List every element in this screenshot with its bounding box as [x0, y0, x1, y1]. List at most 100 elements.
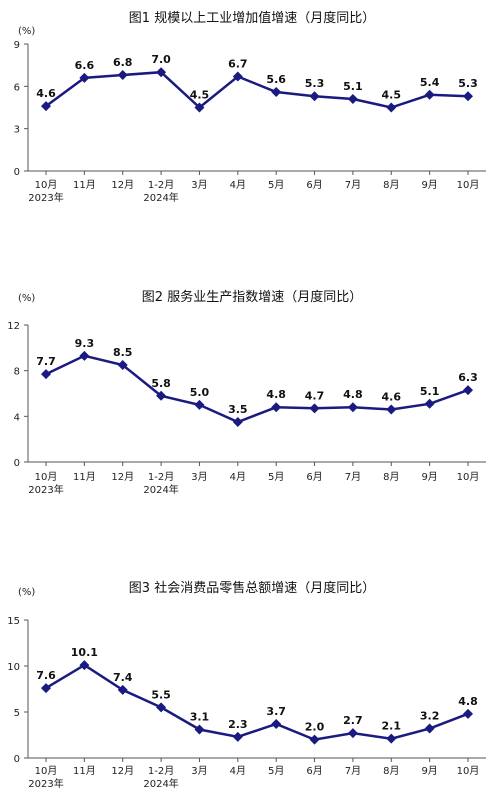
chart3-x-tick-label: 5月 — [268, 765, 284, 777]
chart1-y-tick-label: 3 — [14, 125, 20, 136]
chart2-data-label: 4.8 — [343, 388, 363, 401]
chart1-title: 图1 规模以上工业增加值增速（月度同比） — [129, 10, 375, 26]
chart3-data-label: 2.1 — [382, 720, 402, 733]
chart2-data-point — [271, 402, 282, 413]
chart3-data-label: 3.2 — [420, 710, 440, 723]
chart1-data-point — [463, 91, 473, 102]
chart3-data-label: 2.7 — [343, 714, 363, 727]
chart2-x-tick-label: 1-2月 — [148, 471, 174, 483]
chart3-y-tick-label: 5 — [14, 708, 20, 719]
chart1-data-label: 4.5 — [382, 89, 402, 102]
chart3-data-label: 4.8 — [458, 695, 478, 708]
chart2-data-label: 3.5 — [228, 403, 248, 416]
chart3-y-tick-label: 10 — [7, 662, 20, 673]
chart3-data-point — [194, 724, 205, 735]
chart2-x-tick-label: 7月 — [345, 471, 361, 483]
chart2-data-point — [79, 350, 90, 361]
chart1-x-tick-label: 11月 — [73, 179, 96, 191]
chart3-series-line — [45, 663, 469, 741]
chart2-data-label: 4.8 — [266, 388, 286, 401]
chart1: 图1 规模以上工业增加值增速（月度同比） (%) 0 3 6 9 10月 11月 12月 1-2月… — [14, 10, 486, 204]
chart2-y-tick-label: 12 — [7, 321, 20, 332]
chart2-year-label: 2024年 — [143, 483, 178, 496]
chart1-data-point — [156, 67, 167, 78]
chart2-data-label: 5.8 — [151, 377, 171, 390]
chart2-x-tick-label: 6月 — [306, 471, 322, 483]
chart1-x-tick-label: 4月 — [230, 179, 246, 191]
chart1-data-point — [117, 70, 128, 81]
chart1-data-label: 5.4 — [420, 76, 440, 89]
chart2-data-label: 4.6 — [382, 390, 402, 403]
chart2-x-tick-label: 11月 — [73, 471, 96, 483]
chart2-series-line — [45, 354, 469, 424]
chart1-data-point — [232, 71, 243, 82]
chart1-data-label: 7.0 — [151, 53, 171, 66]
chart3-data-point — [117, 684, 128, 695]
chart2-x-tick-label: 9月 — [421, 471, 437, 483]
chart3-data-label: 3.7 — [266, 705, 286, 718]
chart2-y-tick-label: 0 — [14, 458, 20, 469]
chart2-data-point — [347, 402, 358, 413]
chart2-data-point — [194, 399, 205, 410]
chart3-unit-label: (%) — [18, 587, 35, 598]
chart3-data-label: 7.6 — [36, 669, 56, 682]
chart1-data-point — [424, 89, 435, 100]
chart1-y-tick-label: 0 — [14, 167, 20, 178]
chart3-x-tick-label: 7月 — [345, 765, 361, 777]
chart3-data-point — [79, 660, 90, 671]
chart1-unit-label: (%) — [18, 26, 35, 37]
chart2-x-tick-label: 3月 — [191, 471, 207, 483]
chart1-series-line — [45, 70, 469, 110]
chart2-data-point — [156, 390, 167, 401]
chart1-data-label: 5.3 — [458, 77, 478, 90]
chart3-x-tick-label: 10月 — [457, 765, 480, 777]
chart2-data-point — [463, 385, 473, 396]
chart3-y-tick-label: 15 — [7, 616, 20, 627]
chart3-x-tick-label: 3月 — [191, 765, 207, 777]
chart1-x-tick-label: 9月 — [421, 179, 437, 191]
chart3-x-tick-label: 10月 — [35, 765, 58, 777]
chart2: 图2 服务业生产指数增速（月度同比） (%) 0 4 8 12 10月 11月 12月 1-2月 3… — [7, 289, 486, 496]
chart3-data-label: 3.1 — [190, 710, 210, 723]
chart2-data-label: 5.1 — [420, 385, 440, 398]
chart3-data-label: 5.5 — [151, 688, 171, 701]
chart1-x-tick-label: 6月 — [306, 179, 322, 191]
chart2-y-tick-label: 4 — [14, 412, 20, 423]
chart2-y-tick-label: 8 — [14, 367, 20, 378]
chart3-data-label: 2.0 — [305, 721, 325, 734]
chart1-data-label: 5.1 — [343, 80, 363, 93]
chart3-data-label: 2.3 — [228, 718, 248, 731]
chart1-year-label: 2023年 — [28, 191, 63, 204]
chart2-data-label: 8.5 — [113, 346, 133, 359]
chart1-x-tick-label: 8月 — [383, 179, 399, 191]
chart1-data-point — [347, 94, 358, 105]
chart1-x-tick-label: 1-2月 — [148, 179, 174, 191]
chart3-x-tick-label: 1-2月 — [148, 765, 174, 777]
chart3-year-label: 2024年 — [143, 777, 178, 790]
chart2-x-tick-label: 8月 — [383, 471, 399, 483]
chart2-year-label: 2023年 — [28, 483, 63, 496]
chart1-x-tick-label: 10月 — [35, 179, 58, 191]
chart1-data-point — [41, 101, 51, 112]
chart3-data-point — [347, 728, 358, 739]
chart2-data-point — [41, 369, 51, 380]
chart2-data-point — [309, 403, 320, 414]
chart2-x-tick-label: 10月 — [457, 471, 480, 483]
chart1-year-label: 2024年 — [143, 191, 178, 204]
chart2-unit-label: (%) — [18, 293, 35, 304]
chart1-data-label: 4.5 — [190, 89, 210, 102]
chart2-data-label: 4.7 — [305, 389, 325, 402]
chart2-data-point — [117, 359, 128, 370]
chart3-x-tick-label: 9月 — [421, 765, 437, 777]
chart3-data-point — [463, 708, 473, 719]
chart1-data-point — [309, 91, 320, 102]
chart3-data-point — [232, 731, 243, 742]
chart1-x-tick-label: 3月 — [191, 179, 207, 191]
chart1-data-point — [194, 102, 205, 113]
chart3-data-label: 7.4 — [113, 671, 133, 684]
chart3-data-point — [309, 734, 320, 745]
chart1-y-tick-label: 9 — [14, 40, 20, 51]
chart1-data-label: 6.6 — [75, 59, 95, 72]
chart3-y-tick-label: 0 — [14, 754, 20, 765]
